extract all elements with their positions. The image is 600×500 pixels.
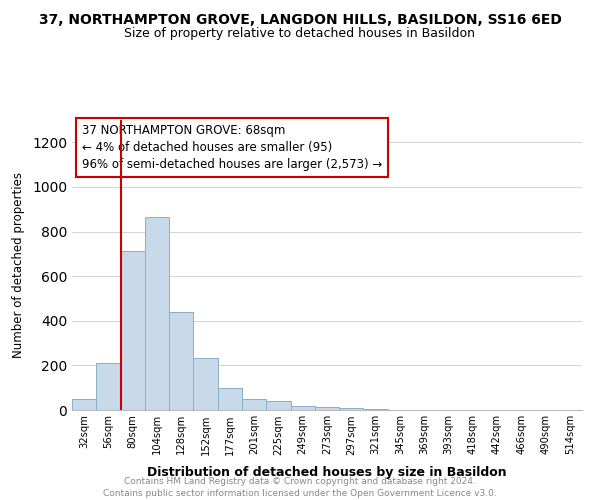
Bar (290, 406, 315, 410)
Text: 37 NORTHAMPTON GROVE: 68sqm
← 4% of detached houses are smaller (95)
96% of semi: 37 NORTHAMPTON GROVE: 68sqm ← 4% of deta… (82, 124, 382, 172)
Bar (72, 399, 96, 410)
Bar (339, 408, 364, 410)
Bar (315, 406, 339, 410)
Bar (145, 217, 169, 410)
Bar (121, 250, 145, 410)
Bar (364, 409, 388, 410)
Bar (193, 358, 218, 410)
Bar (96, 363, 121, 410)
Bar (218, 388, 242, 410)
X-axis label: Distribution of detached houses by size in Basildon: Distribution of detached houses by size … (147, 466, 507, 478)
Text: Contains HM Land Registry data © Crown copyright and database right 2024.
Contai: Contains HM Land Registry data © Crown c… (103, 476, 497, 498)
Text: Size of property relative to detached houses in Basildon: Size of property relative to detached ho… (125, 28, 476, 40)
Text: 37, NORTHAMPTON GROVE, LANGDON HILLS, BASILDON, SS16 6ED: 37, NORTHAMPTON GROVE, LANGDON HILLS, BA… (38, 12, 562, 26)
Bar (169, 312, 193, 410)
Y-axis label: Number of detached properties: Number of detached properties (12, 172, 25, 358)
Bar (266, 401, 290, 410)
Bar (242, 399, 266, 410)
